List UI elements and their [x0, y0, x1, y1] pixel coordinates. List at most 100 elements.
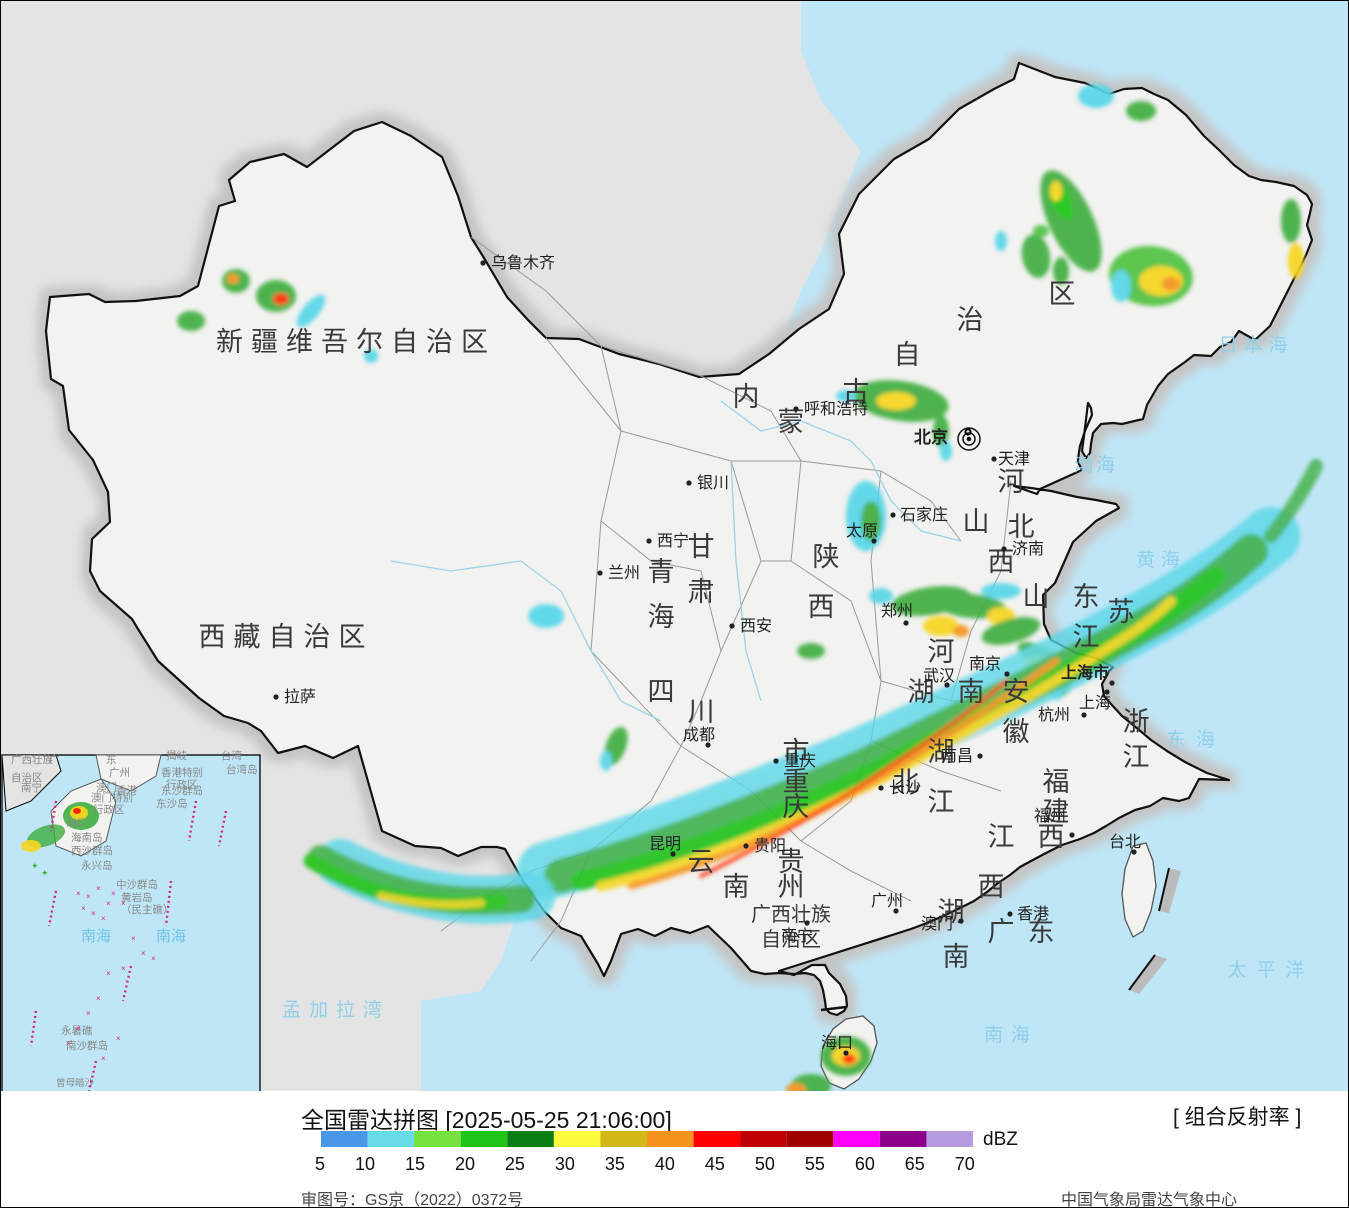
svg-text:×: × — [121, 899, 126, 908]
svg-text:内: 内 — [733, 382, 760, 412]
svg-text:西藏自治区: 西藏自治区 — [199, 622, 374, 652]
svg-text:黄海: 黄海 — [1136, 549, 1186, 571]
svg-text:×: × — [66, 1039, 71, 1048]
svg-text:×: × — [86, 892, 91, 901]
svg-text:×: × — [111, 889, 116, 898]
svg-text:孟加拉湾: 孟加拉湾 — [282, 999, 390, 1021]
svg-text:×: × — [101, 914, 106, 923]
svg-text:×: × — [116, 1034, 121, 1043]
svg-text:西宁: 西宁 — [657, 532, 689, 550]
svg-text:南昌: 南昌 — [941, 747, 973, 765]
svg-text:陕: 陕 — [813, 542, 840, 572]
svg-text:新疆维吾尔自治区: 新疆维吾尔自治区 — [216, 327, 496, 357]
svg-text:澳门: 澳门 — [921, 915, 953, 933]
svg-text:×: × — [121, 964, 126, 973]
svg-text:山: 山 — [963, 507, 990, 537]
svg-text:上海市: 上海市 — [1061, 663, 1109, 682]
svg-text:南: 南 — [958, 677, 985, 707]
svg-text:太原: 太原 — [846, 522, 878, 540]
svg-text:江: 江 — [1123, 742, 1150, 772]
svg-text:×: × — [106, 969, 111, 978]
svg-text:澳门特别: 澳门特别 — [91, 791, 133, 804]
svg-text:海口: 海口 — [821, 1034, 853, 1052]
svg-text:福州: 福州 — [1034, 807, 1066, 825]
svg-text:甘: 甘 — [688, 532, 715, 562]
svg-text:北京: 北京 — [914, 427, 948, 447]
svg-text:西: 西 — [988, 547, 1015, 577]
svg-text:州: 州 — [778, 872, 805, 902]
svg-text:山: 山 — [1023, 582, 1050, 612]
svg-text:×: × — [81, 904, 86, 913]
svg-text:成都: 成都 — [683, 726, 715, 744]
svg-text:南海: 南海 — [984, 1024, 1038, 1046]
svg-text:×: × — [76, 1024, 81, 1033]
svg-text:海南岛: 海南岛 — [71, 831, 103, 844]
svg-text:南海: 南海 — [81, 928, 111, 945]
svg-text:永兴岛: 永兴岛 — [81, 859, 113, 872]
svg-text:行政区: 行政区 — [93, 803, 125, 816]
svg-text:南: 南 — [943, 942, 970, 972]
svg-text:南宁: 南宁 — [21, 781, 42, 794]
svg-text:郑州: 郑州 — [881, 602, 913, 620]
svg-text:南京: 南京 — [969, 655, 1001, 673]
svg-text:广州: 广州 — [871, 892, 903, 910]
svg-text:区: 区 — [1049, 279, 1076, 309]
svg-text:蒙: 蒙 — [778, 407, 805, 437]
svg-text:广西壮族: 广西壮族 — [751, 903, 831, 926]
svg-text:广: 广 — [988, 917, 1015, 947]
svg-text:东: 东 — [1073, 582, 1100, 612]
svg-text:台湾岛: 台湾岛 — [226, 763, 258, 776]
svg-text:兰州: 兰州 — [608, 564, 640, 582]
svg-text:黄岩岛: 黄岩岛 — [121, 891, 153, 904]
svg-text:武汉: 武汉 — [923, 667, 955, 685]
svg-text:东海: 东海 — [1167, 729, 1225, 751]
svg-text:江: 江 — [1073, 622, 1100, 652]
svg-text:东沙岛: 东沙岛 — [156, 797, 188, 810]
svg-text:西沙群岛: 西沙群岛 — [71, 844, 113, 857]
svg-text:银川: 银川 — [697, 474, 729, 492]
svg-text:东: 东 — [106, 753, 117, 766]
svg-text:呼和浩特: 呼和浩特 — [804, 400, 868, 418]
svg-text:安: 安 — [1003, 677, 1030, 707]
svg-text:海口: 海口 — [66, 816, 87, 829]
svg-text:云: 云 — [688, 847, 715, 877]
svg-text:河: 河 — [998, 467, 1025, 497]
svg-text:广西壮族: 广西壮族 — [11, 753, 53, 766]
svg-text:上海: 上海 — [1079, 694, 1111, 712]
svg-text:青: 青 — [648, 557, 675, 587]
svg-text:香港特别: 香港特别 — [161, 767, 203, 779]
svg-text:昆明: 昆明 — [649, 836, 681, 853]
svg-text:渤海: 渤海 — [1074, 454, 1118, 476]
svg-text:海: 海 — [648, 602, 675, 632]
svg-text:东沙群岛: 东沙群岛 — [161, 784, 203, 797]
svg-text:浙: 浙 — [1123, 707, 1150, 737]
svg-text:揭岐: 揭岐 — [166, 749, 187, 762]
svg-text:济南: 济南 — [1012, 540, 1044, 558]
svg-text:徽: 徽 — [1003, 717, 1030, 747]
svg-text:自: 自 — [894, 340, 921, 370]
svg-text:台北: 台北 — [1109, 833, 1141, 851]
svg-text:江: 江 — [988, 822, 1015, 852]
svg-text:广州: 广州 — [109, 767, 130, 779]
svg-text:×: × — [131, 934, 136, 943]
svg-text:广: 广 — [49, 754, 60, 766]
svg-text:×: × — [141, 949, 146, 958]
svg-text:✦: ✦ — [41, 868, 49, 878]
svg-text:石家庄: 石家庄 — [900, 506, 948, 524]
svg-text:日本海: 日本海 — [1218, 334, 1293, 356]
svg-text:香港: 香港 — [1017, 905, 1049, 923]
svg-text:台湾: 台湾 — [221, 749, 242, 762]
svg-text:×: × — [76, 889, 81, 898]
svg-text:南宁: 南宁 — [781, 927, 813, 945]
svg-text:庆: 庆 — [783, 792, 810, 822]
svg-text:太平洋: 太平洋 — [1227, 959, 1314, 981]
svg-text:南沙群岛: 南沙群岛 — [66, 1039, 108, 1052]
svg-text:南: 南 — [723, 872, 750, 902]
svg-text:福: 福 — [1043, 767, 1070, 797]
svg-text:✦: ✦ — [31, 861, 39, 871]
svg-text:南海: 南海 — [156, 928, 186, 945]
svg-text:长沙: 长沙 — [889, 779, 921, 797]
svg-text:重庆: 重庆 — [784, 752, 816, 770]
svg-text:川: 川 — [688, 697, 715, 727]
svg-text:苏: 苏 — [1108, 597, 1135, 627]
